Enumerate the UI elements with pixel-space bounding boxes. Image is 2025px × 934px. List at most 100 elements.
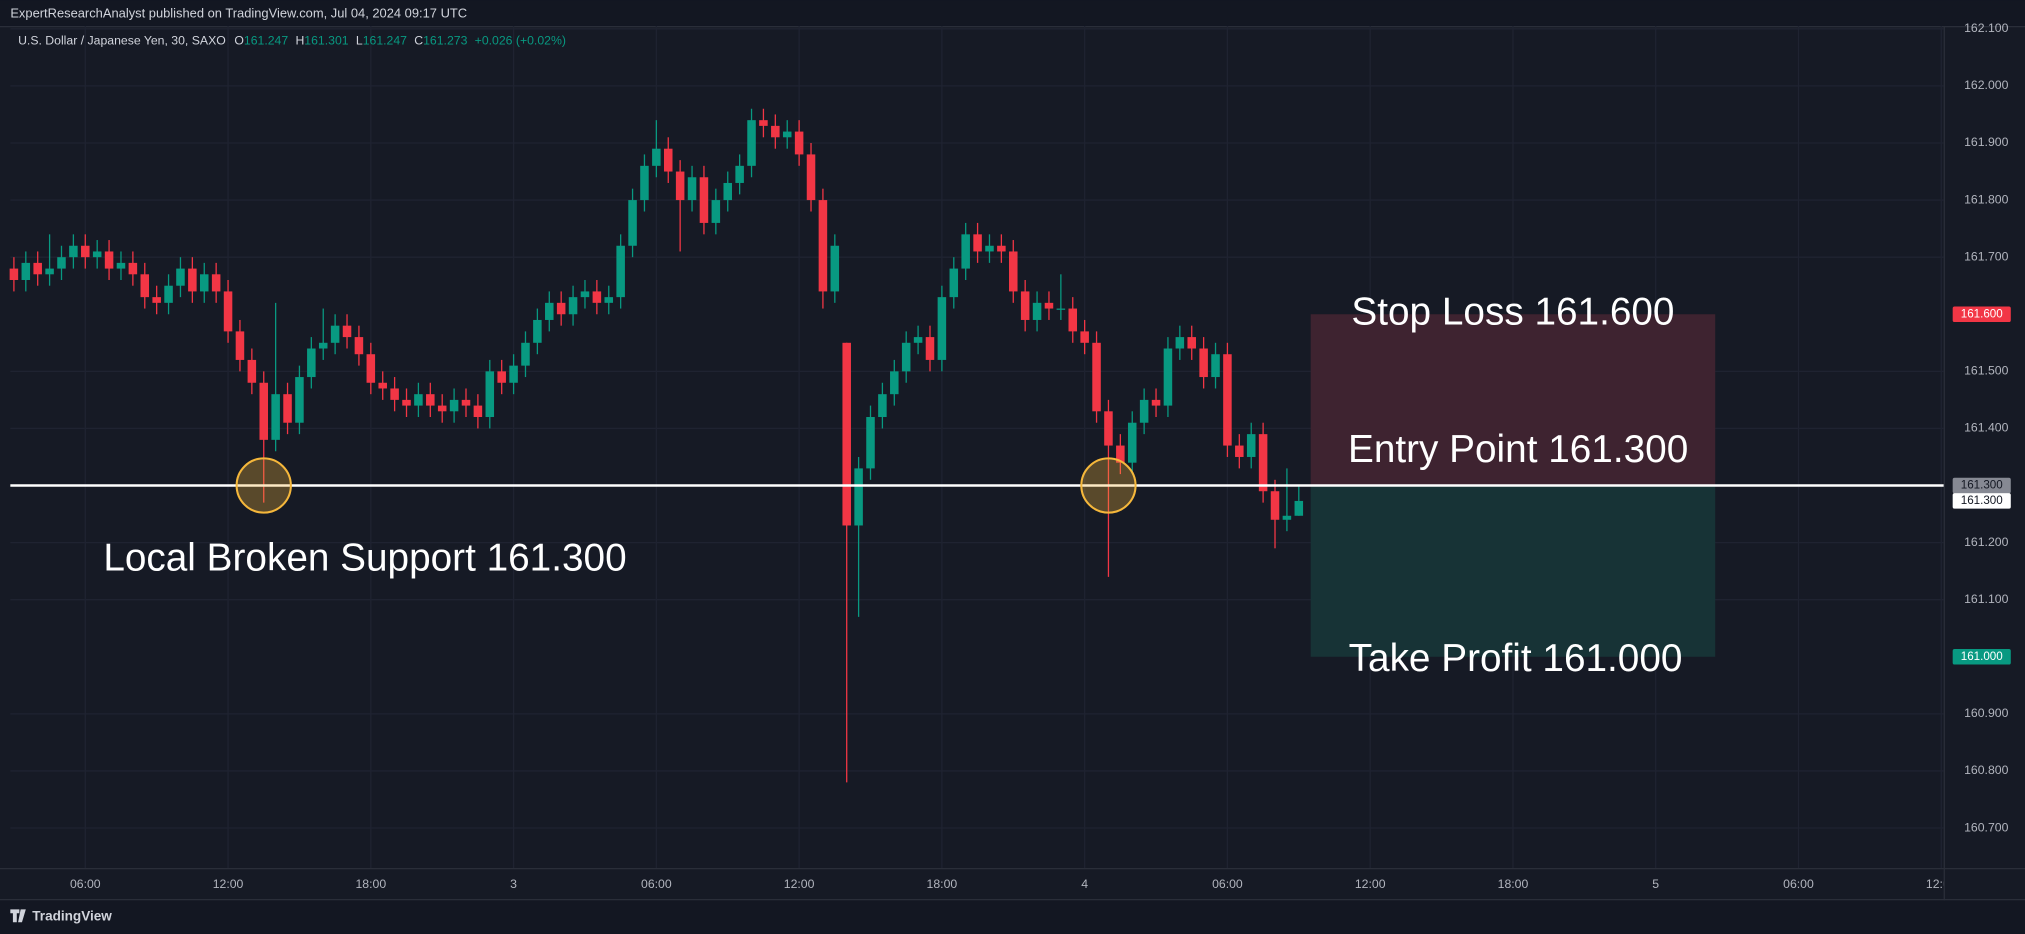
candle-body (985, 245, 994, 252)
y-tick-label: 161.500 (1964, 364, 2008, 378)
candle-body (271, 394, 280, 440)
candle-body (176, 268, 185, 286)
y-tick-label: 161.400 (1964, 421, 2008, 435)
candle-body (830, 245, 840, 292)
candle-body (1020, 291, 1030, 320)
candle-body (366, 354, 376, 383)
candle-body (57, 257, 66, 269)
candle-body (509, 365, 518, 383)
annotation: Local Broken Support 161.300 (103, 537, 626, 580)
y-tick-label: 160.800 (1964, 763, 2008, 777)
candle-body (901, 342, 911, 372)
candle-body (497, 371, 506, 383)
candle-body (937, 297, 947, 360)
candle-body (426, 394, 435, 406)
price-level-label: 161.000 (1961, 650, 2003, 663)
ohlc-label: L (356, 34, 363, 48)
candle-body (140, 274, 150, 298)
price-level-label: 161.600 (1961, 307, 2003, 320)
candle-body (771, 125, 780, 138)
y-tick-label: 161.100 (1964, 592, 2008, 606)
candle-body (521, 342, 530, 366)
ohlc-value: 161.301 (304, 34, 348, 48)
footer-bar (0, 900, 2025, 934)
candle-body (295, 377, 304, 423)
candle-body (806, 154, 816, 201)
candle-body (616, 245, 625, 298)
ohlc-value: 161.273 (423, 34, 467, 48)
ohlc-value: 161.247 (363, 34, 407, 48)
plot-area: Stop Loss 161.600 Entry Point 161.300 Take… (9, 108, 1944, 783)
candle-body (890, 371, 899, 395)
candle-body (675, 171, 685, 201)
highlight-circle (1080, 457, 1137, 514)
candle-body (1116, 445, 1125, 463)
candle-body (794, 131, 804, 155)
candle-body (283, 394, 292, 423)
x-tick-label: 06:00 (1212, 877, 1243, 891)
x-tick-label: 06:00 (1783, 877, 1814, 891)
candle-body (128, 262, 138, 275)
y-tick-label: 161.200 (1964, 535, 2008, 549)
candle-body (652, 148, 661, 166)
candle-body (152, 297, 161, 303)
annotation: Entry Point 161.300 (1348, 428, 1688, 471)
candle-body (461, 399, 471, 406)
candle-body (1009, 251, 1018, 292)
candle-body (759, 120, 768, 126)
candle-body (485, 371, 495, 418)
candle-body (1270, 491, 1280, 520)
y-tick-label: 161.700 (1964, 249, 2008, 263)
profit-zone (1310, 485, 1716, 657)
candle-body (592, 291, 602, 303)
candle-body (9, 268, 19, 281)
candle-body (342, 325, 352, 338)
price-level-box (1952, 649, 2011, 665)
candle-body (1139, 399, 1149, 423)
candle-body (854, 468, 863, 526)
ohlc-label: C (414, 34, 423, 48)
candle-body (782, 131, 792, 138)
candle-body (223, 291, 233, 332)
candle-body (1056, 308, 1066, 310)
last-price-box (1952, 493, 2011, 509)
candle-body (973, 234, 982, 252)
candle-body (878, 394, 887, 418)
x-tick-label: 06:00 (641, 877, 672, 891)
candle-body (390, 388, 399, 400)
candle-body (723, 182, 732, 201)
candle-body (1044, 302, 1054, 309)
annotation: Stop Loss 161.600 (1351, 290, 1674, 333)
candle-body (92, 251, 102, 258)
x-tick-label: 18:00 (1498, 877, 1529, 891)
x-tick-label: 06:00 (70, 877, 101, 891)
candle-body (1235, 445, 1244, 457)
ohlc-value: 161.247 (244, 34, 288, 48)
ohlc-label: H (295, 34, 304, 48)
y-tick-label: 161.800 (1964, 192, 2008, 206)
candle-body (1151, 399, 1161, 406)
x-tick-label: 18:00 (927, 877, 958, 891)
candle-body (1127, 422, 1137, 463)
candle-body (318, 342, 328, 349)
logo-icon (10, 909, 26, 923)
x-tick-label: 18:00 (355, 877, 386, 891)
candle-body (1211, 354, 1220, 378)
candle-body (1199, 348, 1208, 378)
ohlc-label: O (234, 34, 244, 48)
stop-zone (1310, 314, 1716, 486)
y-tick-label: 160.900 (1964, 706, 2008, 720)
y-tick-label: 161.900 (1964, 135, 2008, 149)
candle-body (1104, 411, 1113, 446)
y-tick-label: 160.700 (1964, 820, 2008, 834)
candle-body (545, 302, 554, 320)
candle-body (45, 268, 54, 275)
candle-body (1258, 434, 1268, 492)
time-axis: 06:00 12:00 18:00 3 06:00 12:00 18:00 4 06:00 12:… (70, 877, 1944, 891)
candle-body (414, 394, 423, 406)
candle-body (997, 245, 1006, 252)
candle-body (735, 165, 744, 183)
